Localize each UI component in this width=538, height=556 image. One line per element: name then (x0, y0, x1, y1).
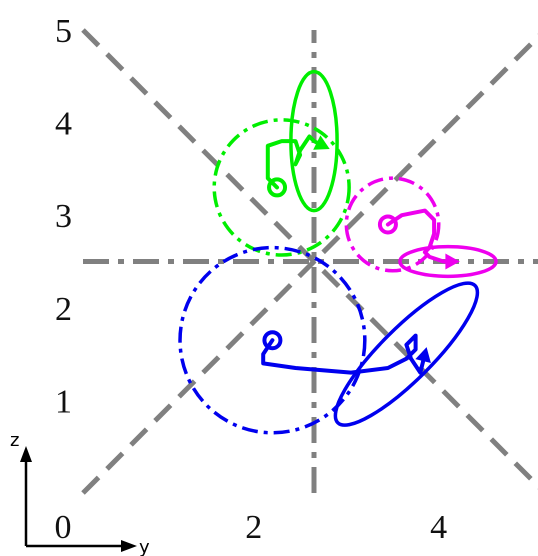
initial-circle-1 (344, 176, 441, 273)
start-marker-1 (377, 214, 398, 235)
trajectory-2 (261, 333, 427, 375)
y-tick-label-5: 5 (55, 13, 72, 50)
series-layer (178, 69, 498, 435)
x-tick-label-2: 2 (245, 509, 262, 546)
z-arrow-head (20, 446, 32, 462)
start-marker-0 (267, 177, 288, 198)
initial-circle-2 (178, 245, 367, 435)
initial-circle-0 (212, 118, 351, 257)
y-axis-label: y (139, 537, 150, 556)
end-marker-2 (415, 347, 431, 363)
z-axis-label: z (10, 430, 19, 451)
x-tick-label-0: 0 (55, 509, 72, 546)
reference-lines (81, 28, 538, 495)
y-tick-label-1: 1 (55, 383, 72, 420)
trajectory-0 (265, 134, 326, 190)
y-tick-label-2: 2 (55, 291, 72, 328)
final-ellipse-1 (398, 244, 498, 279)
end-marker-0 (313, 135, 330, 150)
series-1 (344, 176, 498, 279)
x-tick-label-4: 4 (430, 509, 447, 546)
axis-indicator: z y (10, 430, 150, 556)
series-0 (212, 69, 351, 257)
y-tick-label-3: 3 (55, 198, 72, 235)
end-marker-1 (445, 253, 460, 270)
series-2 (178, 245, 480, 435)
start-marker-2 (262, 330, 283, 351)
reference-line-diagonal-1 (81, 33, 538, 495)
final-ellipse-2 (333, 281, 480, 427)
trajectory-1 (385, 208, 455, 264)
tick-labels: 1 2 3 4 5 0 2 4 (55, 13, 448, 546)
y-tick-label-4: 4 (55, 106, 72, 143)
y-arrow-head (121, 540, 137, 552)
